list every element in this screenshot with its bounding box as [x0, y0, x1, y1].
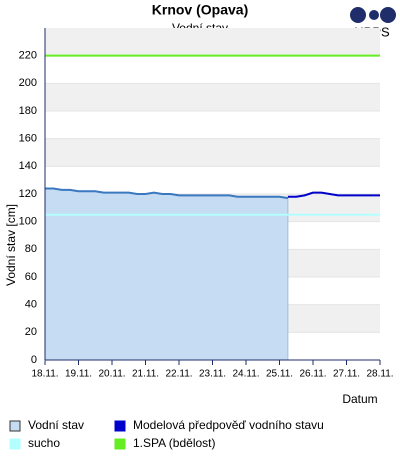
y-tick-label: 200	[19, 77, 37, 89]
x-tick-label: 25.11.	[266, 369, 293, 380]
line	[45, 187, 289, 200]
y-tick-label: 80	[25, 243, 37, 255]
logo-circle	[350, 7, 366, 23]
legend-swatch	[9, 438, 21, 450]
x-tick-label: 28.11.	[366, 369, 393, 380]
x-tick-label: 21.11.	[132, 369, 159, 380]
x-tick-label: 27.11.	[333, 369, 360, 380]
legend-swatch	[114, 438, 126, 450]
line	[287, 191, 380, 198]
y-tick-label: 100	[19, 216, 37, 228]
y-tick-label: 0	[31, 354, 37, 366]
grid-band	[45, 83, 380, 111]
y-tick-label: 180	[19, 105, 37, 117]
y-tick-label: 160	[19, 133, 37, 145]
x-axis-label: Datum	[342, 392, 377, 406]
y-tick-label: 120	[19, 188, 37, 200]
logo-circle	[380, 7, 396, 23]
legend-swatch	[114, 420, 126, 432]
legend-label: Vodní stav	[28, 418, 84, 432]
y-tick-label: 60	[25, 271, 37, 283]
y-tick-label: 220	[19, 50, 37, 62]
legend-swatch	[9, 420, 21, 432]
x-tick-label: 18.11.	[31, 369, 58, 380]
x-tick-label: 19.11.	[65, 369, 92, 380]
grid-band	[45, 28, 380, 56]
legend-label: 1.SPA (bdělost)	[133, 436, 216, 450]
legend-label: Modelová předpověď vodního stavu	[133, 418, 324, 432]
chart-title: Krnov (Opava)	[152, 2, 248, 18]
y-tick-label: 140	[19, 160, 37, 172]
legend-label: sucho	[28, 436, 60, 450]
x-tick-label: 20.11.	[98, 369, 125, 380]
logo-circle	[369, 10, 379, 20]
x-tick-label: 26.11.	[299, 369, 326, 380]
y-axis-label: Vodní stav [cm]	[4, 204, 18, 286]
x-tick-label: 22.11.	[165, 369, 192, 380]
x-tick-label: 24.11.	[232, 369, 259, 380]
grid-band	[45, 138, 380, 167]
y-tick-label: 20	[25, 326, 37, 338]
x-tick-label: 23.11.	[199, 369, 226, 380]
y-tick-label: 40	[25, 299, 37, 311]
